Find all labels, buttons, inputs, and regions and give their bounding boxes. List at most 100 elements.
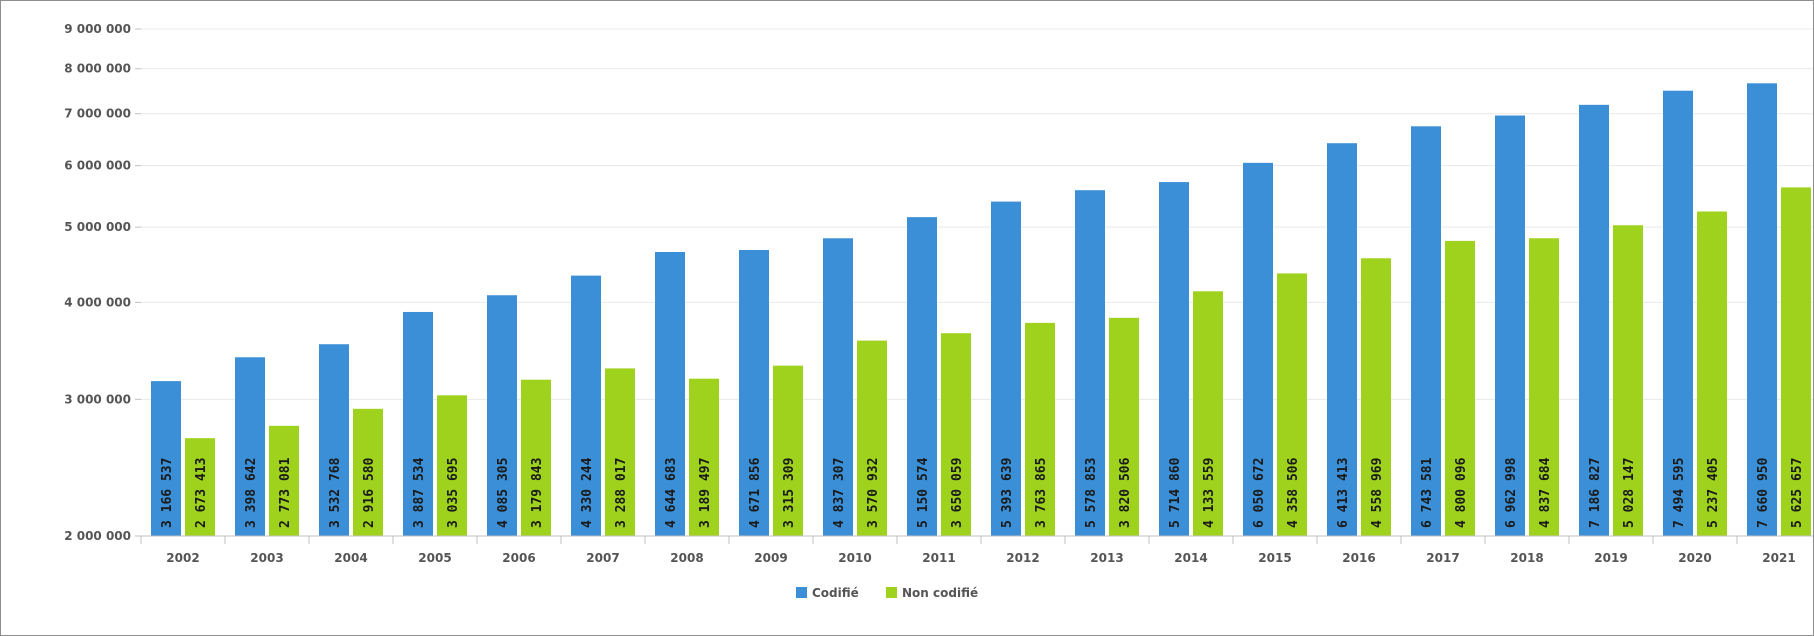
data-label: 3 315 309: [782, 458, 797, 528]
bar-non-codifie-2011[interactable]: [941, 333, 971, 536]
y-tick-label: 5 000 000: [64, 220, 131, 234]
bar-non-codifie-2003[interactable]: [269, 425, 299, 536]
data-label: 5 028 147: [1622, 458, 1637, 528]
bar-non-codifie-2017[interactable]: [1445, 240, 1475, 536]
data-label: 3 288 017: [614, 458, 629, 528]
data-label: 3 887 534: [412, 457, 427, 528]
bar-non-codifie-2018[interactable]: [1529, 238, 1559, 536]
data-label: 4 671 856: [748, 457, 763, 528]
data-label: 3 570 932: [866, 458, 881, 528]
data-label: 2 916 580: [362, 457, 377, 528]
x-tick-label: 2020: [1678, 551, 1711, 565]
data-label: 3 763 865: [1034, 458, 1049, 528]
data-label: 3 179 843: [530, 458, 545, 528]
x-tick-label: 2008: [670, 551, 703, 565]
legend-swatch: [886, 587, 897, 598]
bar-codifie-2004[interactable]: [319, 344, 349, 536]
bar-non-codifie-2019[interactable]: [1613, 225, 1643, 536]
data-label: 5 578 853: [1084, 458, 1099, 528]
bar-non-codifie-2009[interactable]: [773, 365, 803, 536]
bar-non-codifie-2005[interactable]: [437, 395, 467, 536]
bar-labels: 3 166 537 2 673 413 3 398 642 2 773 081 3 53…: [160, 457, 1805, 528]
bar-non-codifie-2010[interactable]: [857, 340, 887, 536]
legend: Codifié Non codifié: [796, 586, 978, 600]
data-label: 6 962 998: [1504, 457, 1519, 528]
bar-non-codifie-2008[interactable]: [689, 378, 719, 536]
bar-codifie-2019[interactable]: [1579, 104, 1609, 537]
bar-codifie-2021[interactable]: [1747, 83, 1777, 536]
bar-codifie-2020[interactable]: [1663, 90, 1693, 537]
bar-codifie-2013[interactable]: [1075, 190, 1105, 536]
data-label: 6 413 413: [1336, 458, 1351, 528]
legend-swatch: [796, 587, 807, 598]
bar-codifie-2018[interactable]: [1495, 115, 1525, 536]
x-tick-label: 2005: [418, 551, 451, 565]
y-tick-label: 4 000 000: [64, 295, 131, 309]
bar-codifie-2014[interactable]: [1159, 182, 1189, 536]
y-tick-label: 2 000 000: [64, 529, 131, 543]
bar-non-codifie-2006[interactable]: [521, 379, 551, 536]
data-label: 5 150 574: [916, 457, 931, 528]
bar-codifie-2010[interactable]: [823, 238, 853, 536]
x-axis: 2002 2003 2004 2005 2006 2007 2008 2009 2010 2011…: [140, 535, 1813, 565]
x-tick-label: 2015: [1258, 551, 1291, 565]
bar-non-codifie-2015[interactable]: [1277, 273, 1307, 536]
x-tick-label: 2004: [334, 551, 367, 565]
bar-codifie-2003[interactable]: [235, 357, 265, 536]
data-label: 4 085 305: [496, 458, 511, 528]
data-label: 2 673 413: [194, 458, 209, 528]
bar-codifie-2016[interactable]: [1327, 143, 1357, 536]
data-label: 3 532 768: [328, 457, 343, 528]
bars: [151, 83, 1811, 537]
data-label: 5 393 639: [1000, 458, 1015, 528]
y-axis: 2 000 000 3 000 000 4 000 000 5 000 000 6 00…: [64, 22, 141, 543]
gridlines: [141, 28, 1813, 400]
x-tick-label: 2013: [1090, 551, 1123, 565]
data-label: 6 743 581: [1420, 457, 1435, 528]
bar-codifie-2009[interactable]: [739, 250, 769, 536]
data-label: 3 035 695: [446, 458, 461, 528]
y-tick-label: 7 000 000: [64, 107, 131, 121]
data-label: 3 189 497: [698, 458, 713, 528]
legend-item-non-codifie[interactable]: Non codifié: [886, 586, 978, 600]
bar-non-codifie-2020[interactable]: [1697, 211, 1727, 537]
bar-codifie-2011[interactable]: [907, 217, 937, 536]
bar-non-codifie-2013[interactable]: [1109, 317, 1139, 536]
bar-non-codifie-2007[interactable]: [605, 368, 635, 536]
bar-codifie-2012[interactable]: [991, 201, 1021, 536]
bar-codifie-2006[interactable]: [487, 295, 517, 536]
x-tick-label: 2002: [166, 551, 199, 565]
bar-codifie-2017[interactable]: [1411, 126, 1441, 537]
legend-label: Codifié: [812, 586, 859, 600]
y-tick-label: 3 000 000: [64, 392, 131, 406]
legend-item-codifie[interactable]: Codifié: [796, 586, 859, 600]
y-tick-label: 6 000 000: [64, 159, 131, 173]
x-tick-label: 2010: [838, 551, 871, 565]
bar-non-codifie-2012[interactable]: [1025, 322, 1055, 536]
bar-non-codifie-2021[interactable]: [1781, 187, 1811, 536]
bar-non-codifie-2002[interactable]: [185, 438, 215, 536]
bar-codifie-2015[interactable]: [1243, 162, 1273, 536]
x-tick-label: 2009: [754, 551, 787, 565]
data-label: 3 398 642: [244, 458, 259, 528]
data-label: 3 650 059: [950, 458, 965, 528]
bar-codifie-2002[interactable]: [151, 381, 181, 536]
x-tick-label: 2021: [1762, 551, 1795, 565]
data-label: 6 050 672: [1252, 458, 1267, 528]
bar-codifie-2008[interactable]: [655, 251, 685, 536]
data-label: 5 237 405: [1706, 458, 1721, 528]
bar-codifie-2007[interactable]: [571, 275, 601, 536]
bar-non-codifie-2014[interactable]: [1193, 291, 1223, 536]
legend-label: Non codifié: [902, 586, 978, 600]
bar-non-codifie-2004[interactable]: [353, 408, 383, 536]
data-label: 5 625 657: [1790, 458, 1805, 528]
data-label: 7 494 595: [1672, 458, 1687, 528]
data-label: 4 800 096: [1454, 457, 1469, 528]
data-label: 4 837 684: [1538, 457, 1553, 528]
x-tick-label: 2007: [586, 551, 619, 565]
bar-codifie-2005[interactable]: [403, 311, 433, 536]
bar-non-codifie-2016[interactable]: [1361, 258, 1391, 536]
data-label: 3 166 537: [160, 458, 175, 528]
